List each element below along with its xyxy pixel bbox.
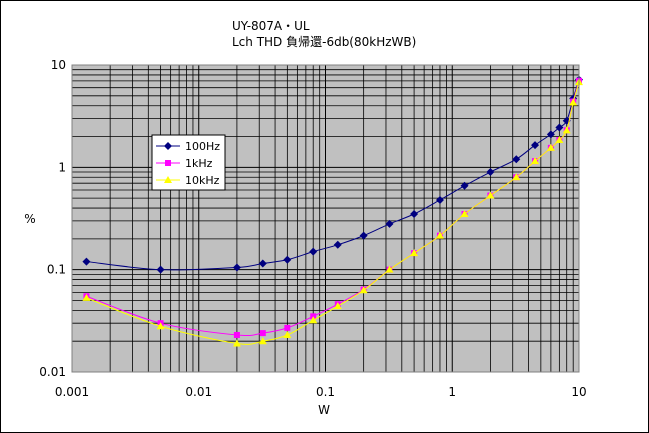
legend-item: 100Hz	[156, 140, 220, 153]
data-point	[156, 265, 165, 274]
x-tick-label: 10	[571, 385, 586, 399]
data-point	[359, 286, 368, 294]
data-point	[435, 195, 444, 204]
chart-title: UY-807A・UL	[232, 19, 310, 33]
x-tick-label: 0.1	[316, 385, 335, 399]
y-axis-label: %	[24, 212, 35, 226]
x-tick-label: 0.001	[55, 385, 89, 399]
data-point	[531, 141, 540, 150]
x-tick-labels: 0.001 0.01 0.1 1 10	[55, 385, 587, 399]
data-point	[258, 259, 267, 268]
y-tick-label: 0.01	[39, 365, 66, 379]
legend-box	[151, 134, 226, 191]
data-point	[309, 316, 318, 324]
x-tick-label: 1	[448, 385, 456, 399]
data-point	[385, 219, 394, 228]
data-point	[546, 130, 555, 139]
data-point	[233, 331, 240, 338]
data-point	[486, 168, 495, 177]
legend-swatch-marker	[164, 142, 172, 150]
data-point	[309, 247, 318, 256]
data-point	[410, 209, 419, 218]
legend-label: 10kHz	[185, 174, 220, 187]
data-point	[512, 173, 521, 181]
data-point	[359, 231, 368, 240]
data-point	[258, 337, 267, 345]
y-tick-label: 1	[58, 160, 66, 174]
legend-swatch-marker	[164, 176, 172, 183]
data-point	[284, 324, 291, 331]
legend-swatch-marker	[165, 160, 171, 166]
y-tick-labels: 10 1 0.1 0.01	[39, 58, 66, 379]
data-point	[410, 249, 419, 257]
data-point	[82, 257, 91, 266]
data-point	[232, 339, 241, 347]
data-point	[283, 255, 292, 264]
data-point	[333, 302, 342, 310]
data-point	[232, 263, 241, 272]
legend-label: 100Hz	[185, 140, 220, 153]
y-tick-label: 10	[51, 58, 66, 72]
data-point	[555, 123, 564, 132]
legend-item: 1kHz	[156, 157, 213, 170]
chart-subtitle: Lch THD 負帰還-6db(80kHzWB)	[232, 35, 416, 49]
data-point	[460, 181, 469, 190]
data-point	[460, 209, 469, 217]
data-point	[82, 293, 91, 301]
plot-border	[71, 64, 580, 373]
x-axis-label: W	[318, 403, 330, 417]
data-point	[486, 191, 495, 199]
legend-item: 10kHz	[156, 174, 220, 187]
data-point	[435, 231, 444, 239]
data-point	[555, 135, 564, 143]
data-point	[156, 322, 165, 330]
legend: 100Hz 1kHz 10kHz	[151, 134, 226, 191]
data-point	[512, 155, 521, 164]
data-point	[562, 126, 571, 134]
data-point	[531, 157, 540, 165]
data-point	[259, 330, 266, 337]
data-point	[569, 98, 578, 106]
y-tick-label: 0.1	[47, 263, 66, 277]
data-point	[385, 265, 394, 273]
data-point	[546, 143, 555, 151]
data-point	[333, 240, 342, 249]
legend-label: 1kHz	[185, 157, 213, 170]
x-tick-label: 0.01	[185, 385, 212, 399]
data-point	[283, 330, 292, 338]
